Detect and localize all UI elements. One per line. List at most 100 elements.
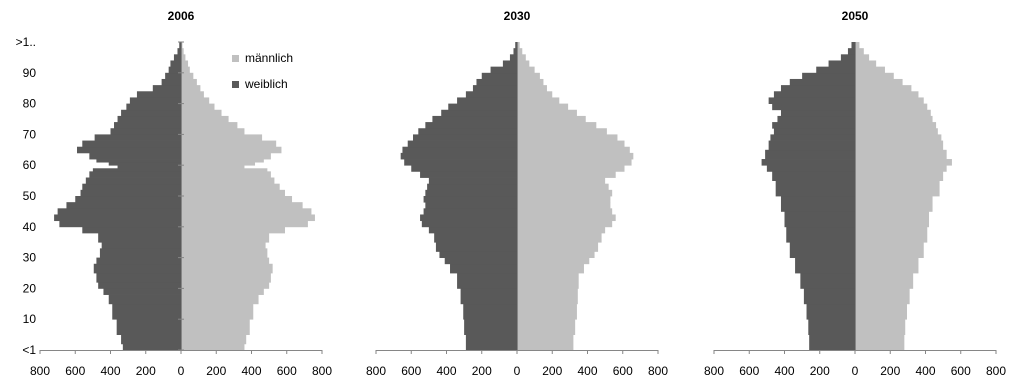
bar-weiblich-2-90 [816,66,855,74]
bar-maennlich-1-38 [517,226,606,234]
bar-maennlich-0-56 [181,171,271,178]
bar-maennlich-0-61 [181,159,264,163]
x-tick-label-0-2: 400 [100,364,120,378]
bar-maennlich-1-35 [517,232,602,243]
bar-maennlich-1-20 [517,273,579,289]
bar-weiblich-2-82 [773,91,855,98]
bar-maennlich-2-45 [855,196,933,212]
bar-weiblich-2-15 [803,288,855,305]
bar-weiblich-1-88 [481,72,517,80]
bar-weiblich-2-76 [780,109,855,117]
bar-weiblich-0-84 [152,85,181,92]
bar-maennlich-1-78 [517,103,569,111]
bar-maennlich-0-35 [181,232,270,243]
bar-weiblich-0-44 [57,208,181,215]
bar-maennlich-2-76 [855,109,931,117]
bar-maennlich-1-80 [517,97,560,104]
y-tick-label-4: 40 [23,220,37,234]
bar-maennlich-2-62 [855,149,947,160]
bar-maennlich-0-92 [181,60,189,68]
y-tick-label-1: 10 [23,312,37,326]
bar-weiblich-1-38 [428,226,517,234]
bar-maennlich-0-2 [181,334,247,345]
bar-maennlich-0-64 [181,146,282,154]
bar-maennlich-2-20 [855,273,914,289]
bar-weiblich-2-55 [772,171,855,181]
x-tick-label-1-0: 800 [366,364,386,378]
bar-weiblich-1-46 [425,202,517,209]
bar-weiblich-0-61 [96,159,181,163]
bar-maennlich-0-15 [181,294,259,305]
y-tick-label-8: 80 [23,97,37,111]
bar-weiblich-1-94 [509,54,517,61]
bar-maennlich-2-60 [855,159,952,166]
bar-maennlich-0-68 [181,134,263,141]
bar-weiblich-0-80 [129,97,181,104]
bar-weiblich-2-40 [784,211,855,228]
bar-weiblich-1-40 [421,220,517,228]
bar-weiblich-0-58 [92,168,181,172]
bar-weiblich-2-45 [780,196,855,212]
bar-weiblich-0-25 [93,263,181,274]
bar-maennlich-0-20 [181,282,270,289]
bar-maennlich-1-84 [517,85,547,92]
bar-maennlich-2-15 [855,288,910,305]
bar-weiblich-0-10 [112,303,181,320]
bar-maennlich-0-58 [181,168,268,172]
bar-weiblich-1-96 [513,48,517,55]
bar-maennlich-2-88 [855,72,894,80]
bar-maennlich-2-86 [855,78,903,86]
bar-maennlich-1-98 [517,42,520,49]
bar-weiblich-1-5 [464,319,517,335]
bar-weiblich-2-58 [766,165,855,172]
bar-weiblich-0-33 [101,242,181,249]
bar-maennlich-0-66 [181,140,277,148]
x-tick-label-1-7: 600 [613,364,633,378]
bar-maennlich-2-98 [855,42,860,49]
bar-weiblich-2-78 [772,103,855,111]
bar-maennlich-1-28 [517,257,590,265]
bar-maennlich-2-30 [855,242,924,258]
bar-maennlich-1-76 [517,109,577,117]
bar-maennlich-1-64 [517,146,630,154]
x-tick-label-1-8: 800 [648,364,668,378]
bar-maennlich-2-65 [855,140,944,151]
bar-weiblich-0-94 [173,54,181,61]
bar-weiblich-2-35 [786,226,855,243]
bar-weiblich-1-92 [502,60,517,68]
x-tick-label-2-2: 400 [774,364,794,378]
bar-weiblich-1-78 [448,103,517,111]
bar-maennlich-0-10 [181,303,254,320]
bar-maennlich-0-54 [181,177,275,185]
bar-weiblich-0-76 [121,109,181,117]
bar-maennlich-0-60 [181,162,256,166]
bar-weiblich-1-54 [428,177,517,185]
legend-label-0: männlich [245,51,293,65]
bar-weiblich-2-98 [851,42,855,49]
bar-weiblich-0-66 [82,140,181,148]
bar-maennlich-1-30 [517,251,595,258]
bar-maennlich-1-66 [517,140,625,148]
bar-maennlich-0-48 [181,196,293,203]
bar-weiblich-0-18 [103,288,181,295]
bar-maennlich-0-90 [181,66,190,74]
bar-weiblich-2-30 [789,242,855,258]
bar-weiblich-2-62 [765,149,855,160]
bar-maennlich-0-82 [181,91,204,98]
bar-weiblich-1-82 [465,91,517,98]
bar-weiblich-0-40 [59,220,182,228]
bar-maennlich-1-58 [517,165,625,172]
bar-maennlich-0-70 [181,128,245,135]
bar-weiblich-1-66 [407,140,517,148]
bar-maennlich-2-5 [855,319,906,335]
bar-maennlich-0-44 [181,208,312,215]
bar-maennlich-1-50 [517,189,613,197]
bar-weiblich-2-96 [847,48,855,55]
y-tick-label-0: <1 [22,343,36,357]
x-tick-label-2-0: 800 [704,364,724,378]
bar-maennlich-0-74 [181,115,229,123]
bar-weiblich-0-54 [85,177,181,185]
y-tick-label-6: 60 [23,158,37,172]
bar-maennlich-0-33 [181,242,266,249]
bar-maennlich-1-44 [517,208,613,215]
